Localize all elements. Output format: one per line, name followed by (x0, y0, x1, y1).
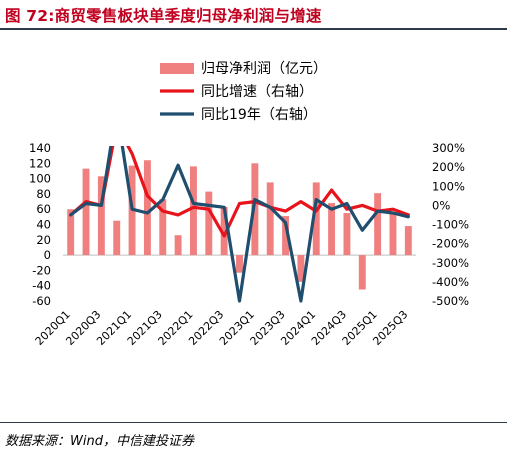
left-axis-tick-label: 80 (36, 187, 51, 201)
bar (374, 193, 382, 256)
right-axis-tick-label: 200% (432, 160, 465, 174)
bar (220, 206, 228, 256)
bar (358, 255, 366, 290)
bar (97, 176, 105, 256)
left-axis-tick-label: -20 (32, 263, 51, 277)
bar (266, 182, 274, 256)
bar (404, 226, 412, 256)
legend-label: 同比增速（右轴） (201, 84, 313, 100)
left-axis-tick-label: -60 (32, 294, 51, 308)
bar (343, 213, 351, 256)
bar (282, 216, 289, 256)
legend-label: 归母净利润（亿元） (201, 60, 327, 77)
right-axis-tick-label: -300% (432, 256, 469, 270)
left-axis-tick-label: 100 (29, 172, 51, 186)
bar (297, 255, 305, 282)
left-axis-tick-label: 0 (44, 248, 51, 262)
bar (190, 166, 197, 256)
right-axis-tick-label: -200% (432, 237, 469, 251)
right-axis-tick-label: 300% (432, 141, 465, 155)
bar (143, 160, 151, 256)
right-axis-tick-label: 100% (432, 179, 465, 193)
line-series (69, 146, 410, 303)
bar (205, 191, 213, 256)
left-axis-tick-label: -40 (32, 279, 51, 293)
bar (236, 255, 243, 273)
right-axis-tick-label: -400% (432, 275, 469, 289)
top-divider (0, 28, 507, 30)
left-axis-tick-label: 60 (36, 202, 51, 216)
growth-yoy-line (69, 146, 410, 238)
bottom-divider (0, 422, 507, 423)
legend-swatch-bar (160, 63, 194, 74)
legend-label: 同比19年（右轴） (201, 107, 317, 123)
bar (174, 235, 182, 256)
bar (312, 182, 320, 256)
growth-vs-2019-line (69, 146, 410, 303)
bar (159, 199, 167, 256)
bar (113, 220, 121, 256)
chart-legend: 归母净利润（亿元） 同比增速（右轴） 同比19年（右轴） (160, 60, 327, 123)
left-axis-tick-label: 140 (29, 141, 51, 155)
bar (67, 209, 75, 256)
right-axis-tick-label: -100% (432, 218, 469, 232)
right-axis-tick-label: -500% (432, 294, 469, 308)
right-axis-tick-label: 0% (432, 198, 450, 212)
bar (82, 168, 90, 256)
left-axis-tick-label: 40 (36, 218, 51, 232)
bar (328, 203, 336, 256)
left-axis-tick-label: 120 (29, 156, 51, 170)
figure-title: 图 72:商贸零售板块单季度归母净利润与增速 (5, 7, 322, 25)
combo-chart: 归母净利润（亿元） 同比增速（右轴） 同比19年（右轴） -60-40 -200204… (29, 60, 469, 348)
bar (389, 213, 397, 256)
source-note: 数据来源：Wind，中信建投证券 (5, 434, 194, 449)
left-axis-tick-label: 20 (36, 233, 51, 247)
